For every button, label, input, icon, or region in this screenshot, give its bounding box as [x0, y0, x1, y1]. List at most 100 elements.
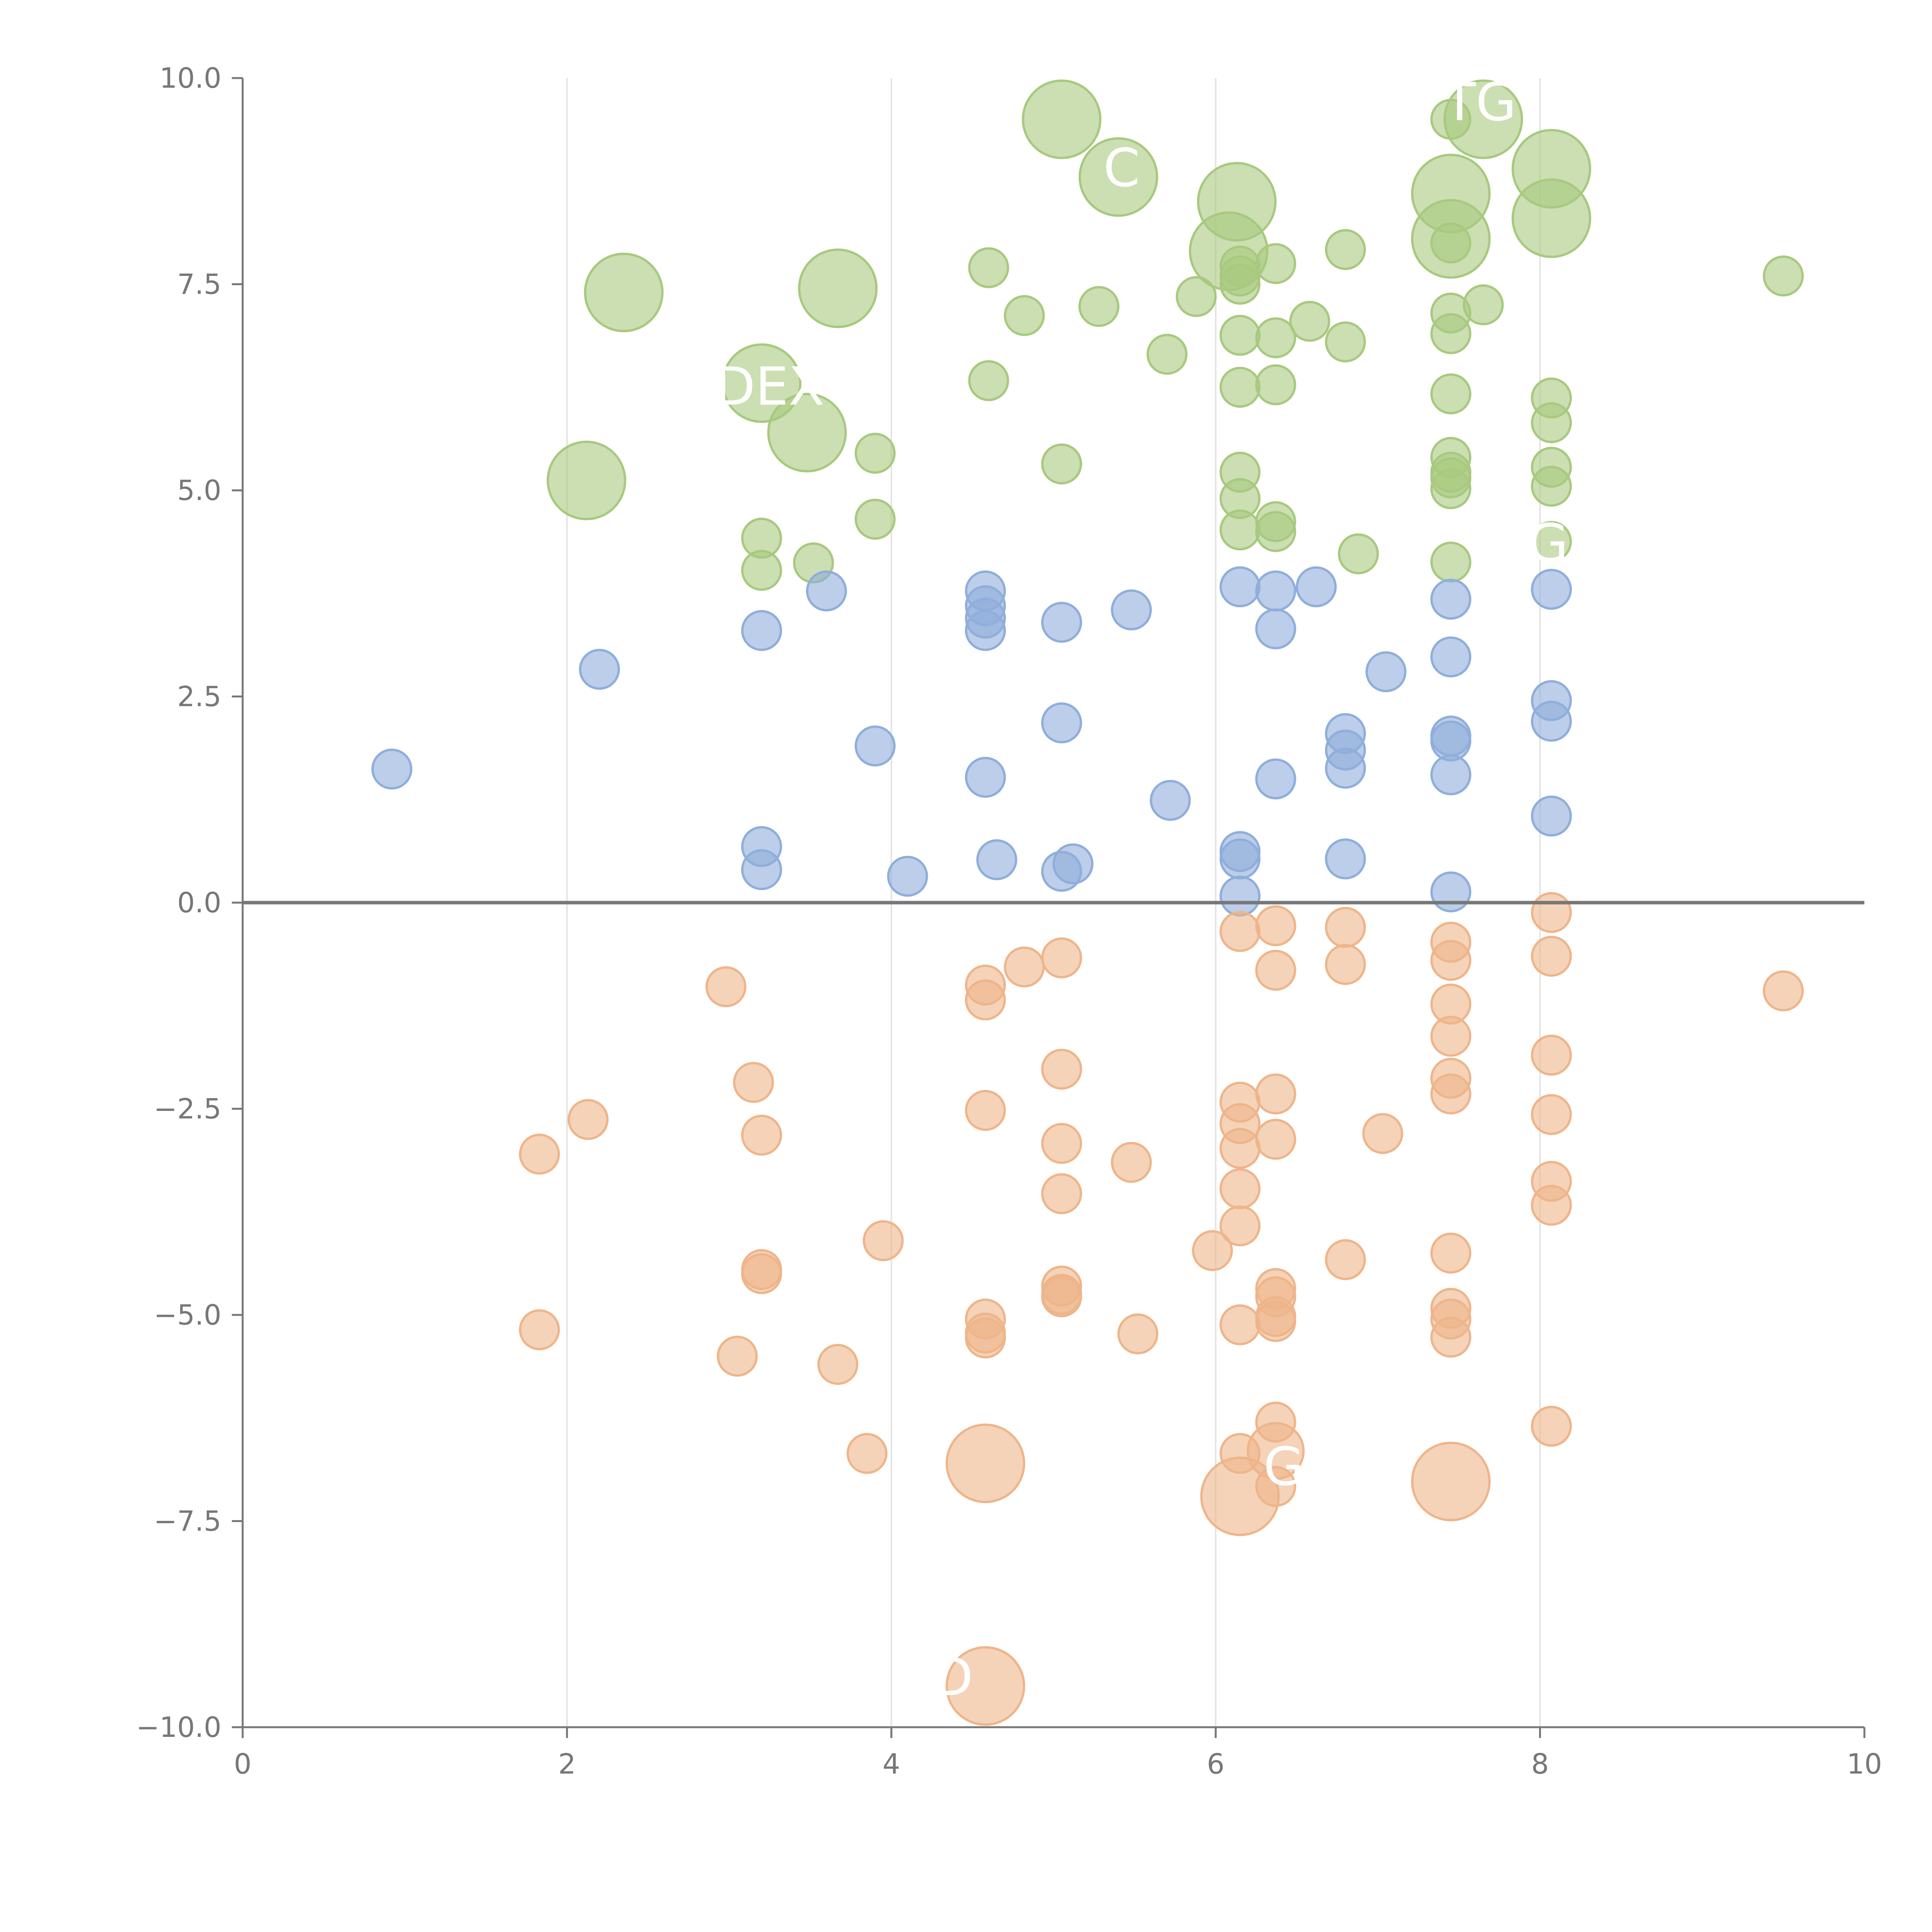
bubble-blue-20 [1430, 636, 1471, 678]
bubble-orange-32 [1255, 905, 1296, 946]
bubble-green-41 [546, 440, 626, 520]
bubble-green-28 [1325, 321, 1366, 362]
x-tick-label-5: 10 [1847, 1748, 1882, 1780]
bubble-orange-3 [567, 1099, 609, 1140]
bubble-orange-11 [846, 1433, 888, 1474]
bubble-green-53 [854, 498, 896, 540]
bubble-orange-67 [1531, 935, 1572, 977]
x-tick-label-0: 0 [234, 1748, 252, 1780]
bubble-blue-42 [1430, 871, 1471, 913]
bubble-green-57 [1338, 533, 1379, 575]
bubble-orange-0 [705, 966, 747, 1007]
bubble-orange-15 [1041, 937, 1082, 978]
bubble-blue-26 [1531, 701, 1572, 742]
y-tick-label-1: 7.5 [177, 268, 221, 301]
bubble-green-16 [1175, 276, 1217, 317]
bubble-orange-65 [1411, 1442, 1491, 1522]
bubble-orange-33 [1255, 949, 1296, 991]
y-tick-label-3: 2.5 [177, 680, 221, 713]
bubble-orange-18 [1041, 1123, 1082, 1164]
bubble-green-10 [1430, 222, 1471, 264]
bubble-blue-9 [1041, 602, 1082, 643]
bubble-blue-8 [965, 610, 1006, 651]
annotation-label-3: G [1528, 513, 1568, 574]
x-tick-label-1: 2 [558, 1748, 576, 1780]
axes: 10.0 7.5 5.0 2.5 0.0 −2.5 −5.0 −7.5 −10.0 0 2 4 6 8 10 [136, 62, 1882, 1780]
bubble-blue-1 [579, 649, 620, 690]
bubble-green-11 [584, 252, 664, 332]
bubble-green-27 [1255, 317, 1296, 359]
bubble-orange-49 [1325, 1239, 1366, 1281]
bubble-blue-11 [1041, 702, 1082, 743]
bubble-orange-19 [1041, 1173, 1082, 1214]
bubble-green-59 [1531, 521, 1572, 562]
bubble-green-20 [1255, 243, 1296, 284]
bubble-green-24 [1463, 284, 1504, 325]
bubble-orange-1 [733, 1062, 774, 1103]
bubble-blue-19 [1430, 578, 1471, 620]
bubble-orange-60 [1430, 1073, 1471, 1115]
bubble-green-38 [767, 393, 847, 473]
bubble-green-3 [1443, 79, 1523, 159]
bubble-orange-9 [817, 1344, 859, 1385]
bubble-orange-44 [1219, 1304, 1261, 1345]
bubble-orange-61 [1430, 1232, 1471, 1274]
bubble-green-37 [1531, 402, 1572, 444]
annotation-label-2: C [1103, 138, 1140, 199]
y-tick-label-6: −5.0 [154, 1299, 221, 1331]
bubble-blue-14 [1219, 566, 1261, 607]
bubble-green-22 [1763, 255, 1804, 297]
bubble-orange-35 [1325, 944, 1366, 985]
bubble-green-21 [1325, 229, 1366, 270]
callouts: DEX TG C G G D [715, 72, 1568, 1708]
bubble-green-55 [741, 549, 782, 591]
bubble-green-58 [1430, 541, 1471, 583]
bubble-green-34 [1255, 364, 1296, 405]
bubble-orange-66 [1531, 892, 1572, 933]
bubble-blue-39 [1219, 838, 1261, 879]
bubble-green-50 [1219, 509, 1261, 551]
bubble-blue-35 [976, 839, 1017, 881]
bubble-blue-34 [887, 855, 928, 897]
y-tick-label-7: −7.5 [154, 1505, 221, 1537]
bubble-blue-10 [1111, 589, 1152, 631]
bubble-green-35 [1430, 373, 1471, 415]
x-tick-label-2: 4 [883, 1748, 900, 1780]
x-tick-label-3: 6 [1207, 1748, 1225, 1780]
bubble-orange-2 [741, 1114, 782, 1156]
bubble-orange-73 [1763, 970, 1804, 1012]
bubble-orange-27 [1117, 1313, 1158, 1355]
bubble-blue-3 [806, 570, 847, 612]
annotation-label-0: DEX [715, 356, 825, 417]
bubble-green-25 [1289, 301, 1330, 342]
bubble-orange-4 [519, 1133, 560, 1175]
bubble-blue-4 [854, 725, 896, 767]
bubble-orange-72 [1531, 1406, 1572, 1447]
bubble-green-0 [1022, 79, 1102, 159]
bubble-blue-27 [1531, 795, 1572, 837]
bubble-orange-41 [1255, 1073, 1296, 1115]
bubble-orange-10 [862, 1220, 904, 1261]
bubble-blue-33 [741, 849, 782, 890]
annotation-label-4: G [1264, 1437, 1304, 1498]
bubble-orange-26 [1041, 1276, 1082, 1318]
bubble-green-30 [1146, 333, 1188, 375]
bubble-orange-30 [1192, 1230, 1233, 1271]
bubble-blue-37 [1052, 843, 1094, 884]
bubble-orange-69 [1531, 1094, 1572, 1135]
bubble-orange-43 [1362, 1113, 1403, 1154]
bubble-green-31 [722, 343, 802, 423]
bubble-orange-7 [741, 1253, 782, 1294]
bubble-orange-54 [1200, 1456, 1280, 1536]
bubble-orange-58 [1430, 1015, 1471, 1057]
y-tick-label-4: 0.0 [177, 886, 221, 919]
bubble-blue-24 [1531, 569, 1572, 610]
bubble-blue-40 [1219, 875, 1261, 917]
bubble-orange-16 [1041, 1049, 1082, 1090]
bubble-blue-16 [1255, 608, 1296, 650]
bubble-blue-31 [1255, 758, 1296, 799]
bubble-orange-34 [1325, 907, 1366, 948]
bubble-green-32 [968, 360, 1009, 401]
bubble-orange-48 [1255, 1301, 1296, 1342]
